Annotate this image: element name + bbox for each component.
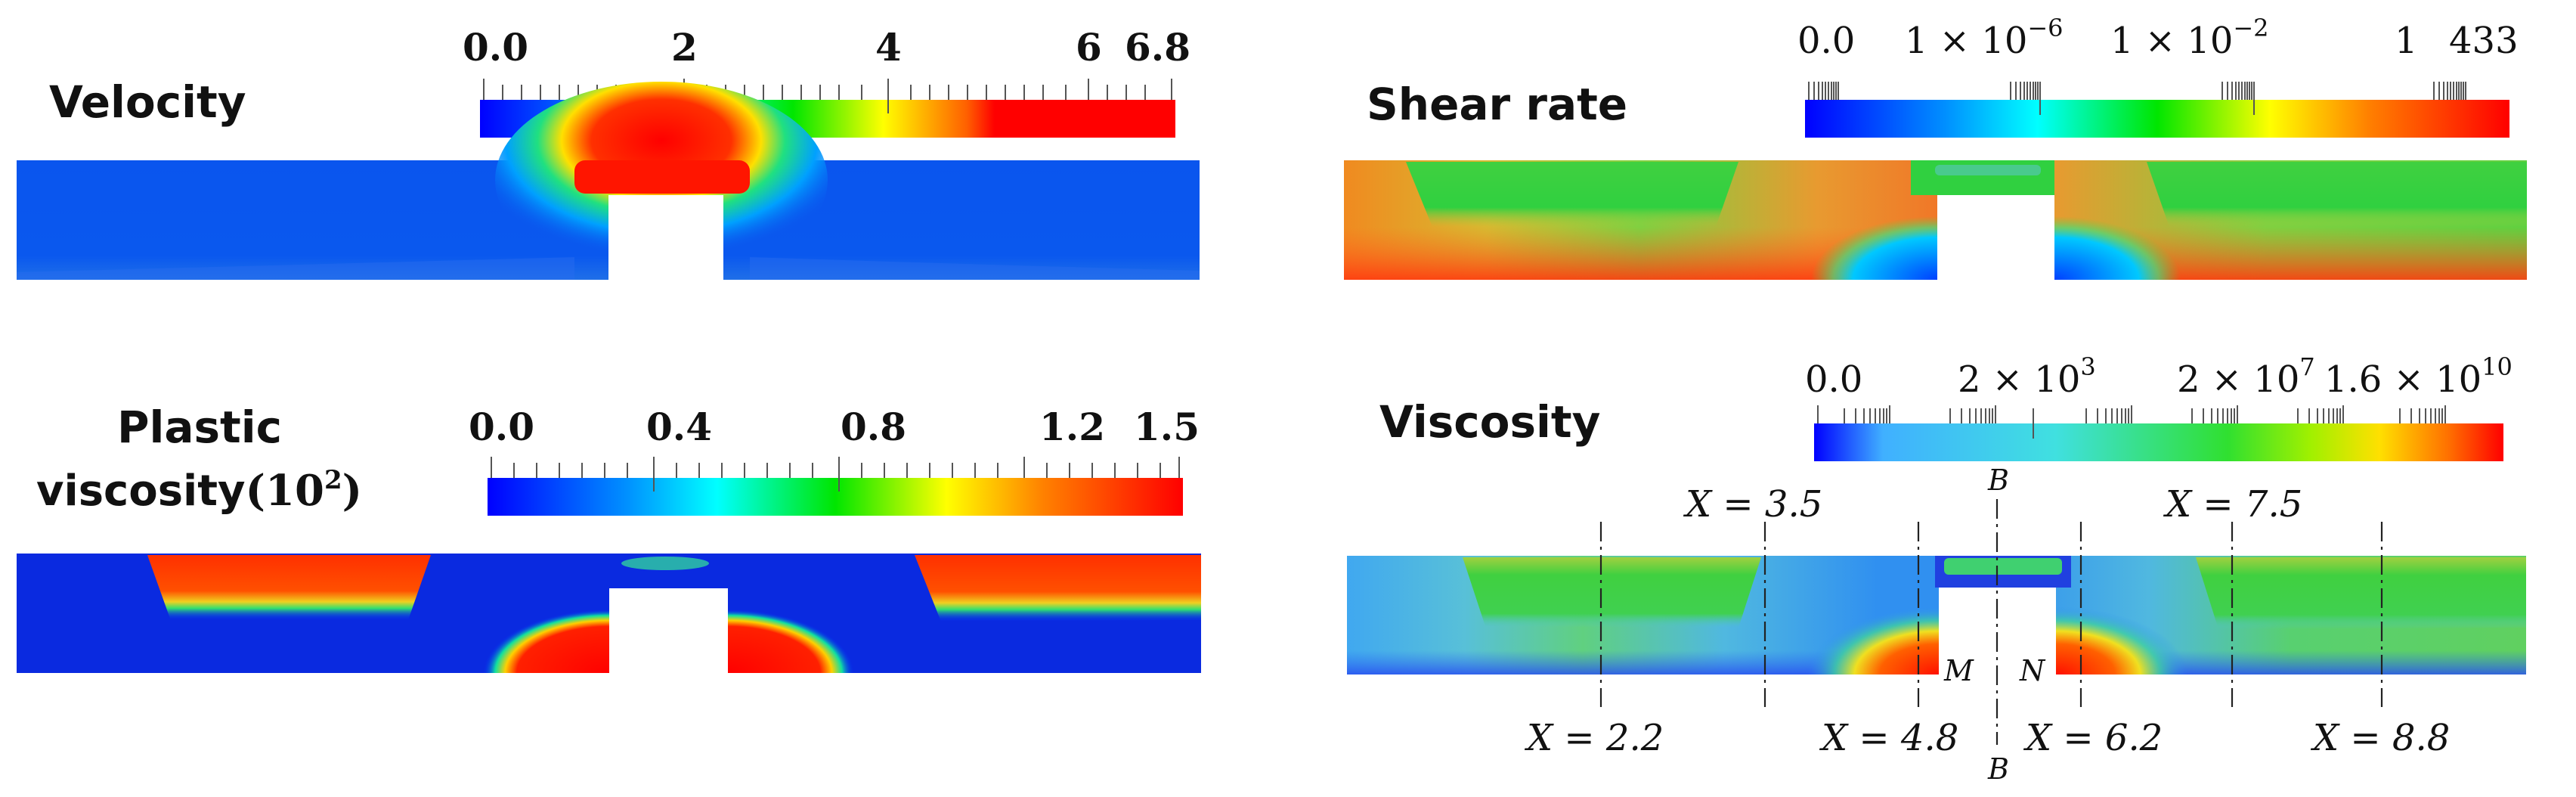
shear-tick-1e-6: 1 × 10−6 [1905, 14, 2064, 62]
plastic-viscosity-obstacle [609, 588, 728, 673]
plastic-viscosity-panel: Plastic viscosity(102) 0.0 0.4 0.8 1.2 1… [17, 402, 1201, 673]
viscosity-panel: Viscosity 0.0 2 × 103 2 × 107 1.6 × 1010 [1347, 352, 2526, 786]
shear-rate-colorbar-gradient [1805, 100, 2509, 138]
plastic-viscosity-field [17, 554, 1201, 673]
velocity-tick-2: 2 [671, 25, 698, 70]
velocity-field [17, 82, 1200, 280]
velocity-obstacle [608, 195, 723, 280]
plastic-viscosity-title-line2: viscosity(102) [36, 465, 362, 516]
viscosity-colorbar-gradient [1814, 423, 2503, 461]
shear-rate-panel: Shear rate 0.0 1 × 10−6 1 × 10−2 1 433 [1344, 14, 2527, 280]
shear-rate-colorbar: 0.0 1 × 10−6 1 × 10−2 1 433 [1797, 14, 2519, 138]
label-b-bottom: B [1987, 752, 2009, 786]
plastic-tick-0.4: 0.4 [646, 405, 712, 449]
plastic-viscosity-colorbar-ticks [491, 457, 1180, 492]
shear-rate-colorbar-ticks [1808, 82, 2466, 115]
label-b-top: B [1987, 464, 2009, 497]
shear-tick-1: 1 [2395, 20, 2418, 62]
viscosity-colorbar-ticks [1817, 405, 2446, 439]
viscosity-tick-0: 0.0 [1805, 358, 1862, 401]
shear-tick-1e-2: 1 × 10−2 [2110, 14, 2269, 62]
label-x3.5: X = 3.5 [1683, 483, 1822, 526]
viscosity-tick-1.6e10: 1.6 × 1010 [2324, 352, 2513, 401]
shear-rate-field [1344, 160, 2527, 280]
velocity-tick-6.8: 6.8 [1125, 25, 1190, 70]
plastic-viscosity-title-line1: Plastic [117, 402, 282, 453]
plastic-viscosity-colorbar: 0.0 0.4 0.8 1.2 1.5 [469, 405, 1200, 516]
viscosity-colorbar: 0.0 2 × 103 2 × 107 1.6 × 1010 [1805, 352, 2513, 461]
shear-tick-433: 433 [2449, 20, 2519, 62]
label-x4.8: X = 4.8 [1819, 717, 1958, 759]
viscosity-title: Viscosity [1379, 396, 1600, 448]
shear-tick-0: 0.0 [1797, 20, 1855, 62]
label-x8.8: X = 8.8 [2310, 717, 2450, 759]
shear-rate-title: Shear rate [1367, 79, 1627, 130]
section-annotations: X = 3.5 X = 7.5 X = 2.2 X = 4.8 X = 6.2 … [1524, 464, 2450, 786]
velocity-title: Velocity [49, 76, 246, 128]
label-x6.2: X = 6.2 [2023, 717, 2163, 759]
plastic-tick-1.2: 1.2 [1039, 405, 1105, 449]
viscosity-tick-2e3: 2 × 103 [1958, 352, 2096, 401]
label-x7.5: X = 7.5 [2163, 483, 2302, 526]
viscosity-field [1347, 556, 2526, 675]
label-x2.2: X = 2.2 [1524, 717, 1664, 759]
label-n: N [2019, 654, 2046, 687]
velocity-tick-4: 4 [875, 25, 902, 70]
velocity-tick-0: 0.0 [463, 25, 528, 70]
shear-rate-obstacle [1937, 195, 2054, 280]
velocity-tick-6: 6 [1076, 25, 1102, 70]
velocity-panel: Velocity 0.0 2 4 6 6.8 [17, 25, 1200, 280]
section-lines [1599, 499, 2383, 745]
plastic-viscosity-colorbar-gradient [488, 478, 1183, 516]
plastic-tick-0.8: 0.8 [841, 405, 906, 449]
label-m: M [1943, 654, 1974, 687]
plastic-tick-0.0: 0.0 [469, 405, 534, 449]
viscosity-tick-2e7: 2 × 107 [2177, 352, 2315, 401]
plastic-tick-1.5: 1.5 [1134, 405, 1200, 449]
